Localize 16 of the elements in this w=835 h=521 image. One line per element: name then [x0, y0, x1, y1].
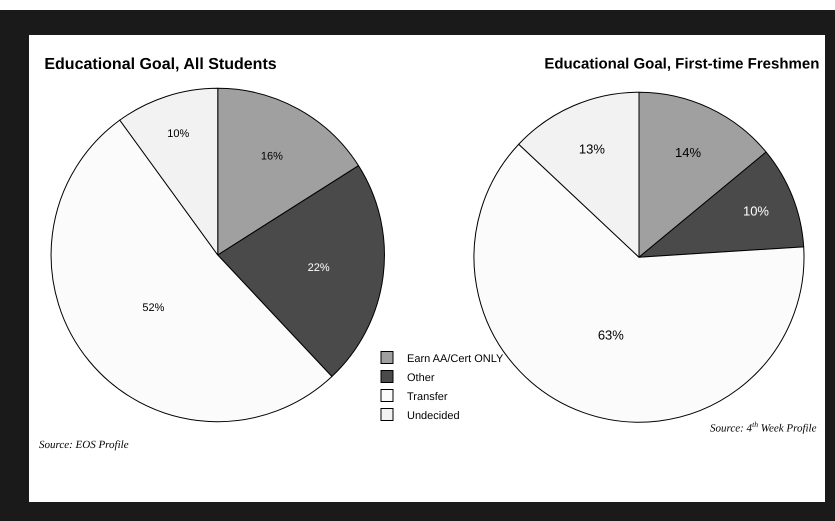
source-note: Source: EOS Profile [39, 439, 129, 451]
legend-label: Undecided [407, 410, 460, 422]
data-label: 13% [578, 141, 606, 156]
data-label: 10% [742, 203, 770, 218]
legend-label: Other [407, 372, 435, 384]
data-label: 52% [142, 302, 165, 314]
legend-label: Transfer [407, 390, 448, 403]
data-label: 22% [308, 262, 330, 274]
chart-title: Educational Goal, First-time Freshmen [544, 55, 820, 72]
data-label: 14% [675, 144, 702, 160]
data-label: 10% [167, 128, 190, 140]
legend-label: Earn AA/Cert ONLY [407, 352, 504, 365]
data-label: 16% [260, 150, 284, 162]
source-note: Source: 4$^{th}$ Week Profile [710, 420, 817, 435]
data-label: 63% [598, 327, 624, 342]
chart-title: Educational Goal, All Students [44, 56, 277, 73]
